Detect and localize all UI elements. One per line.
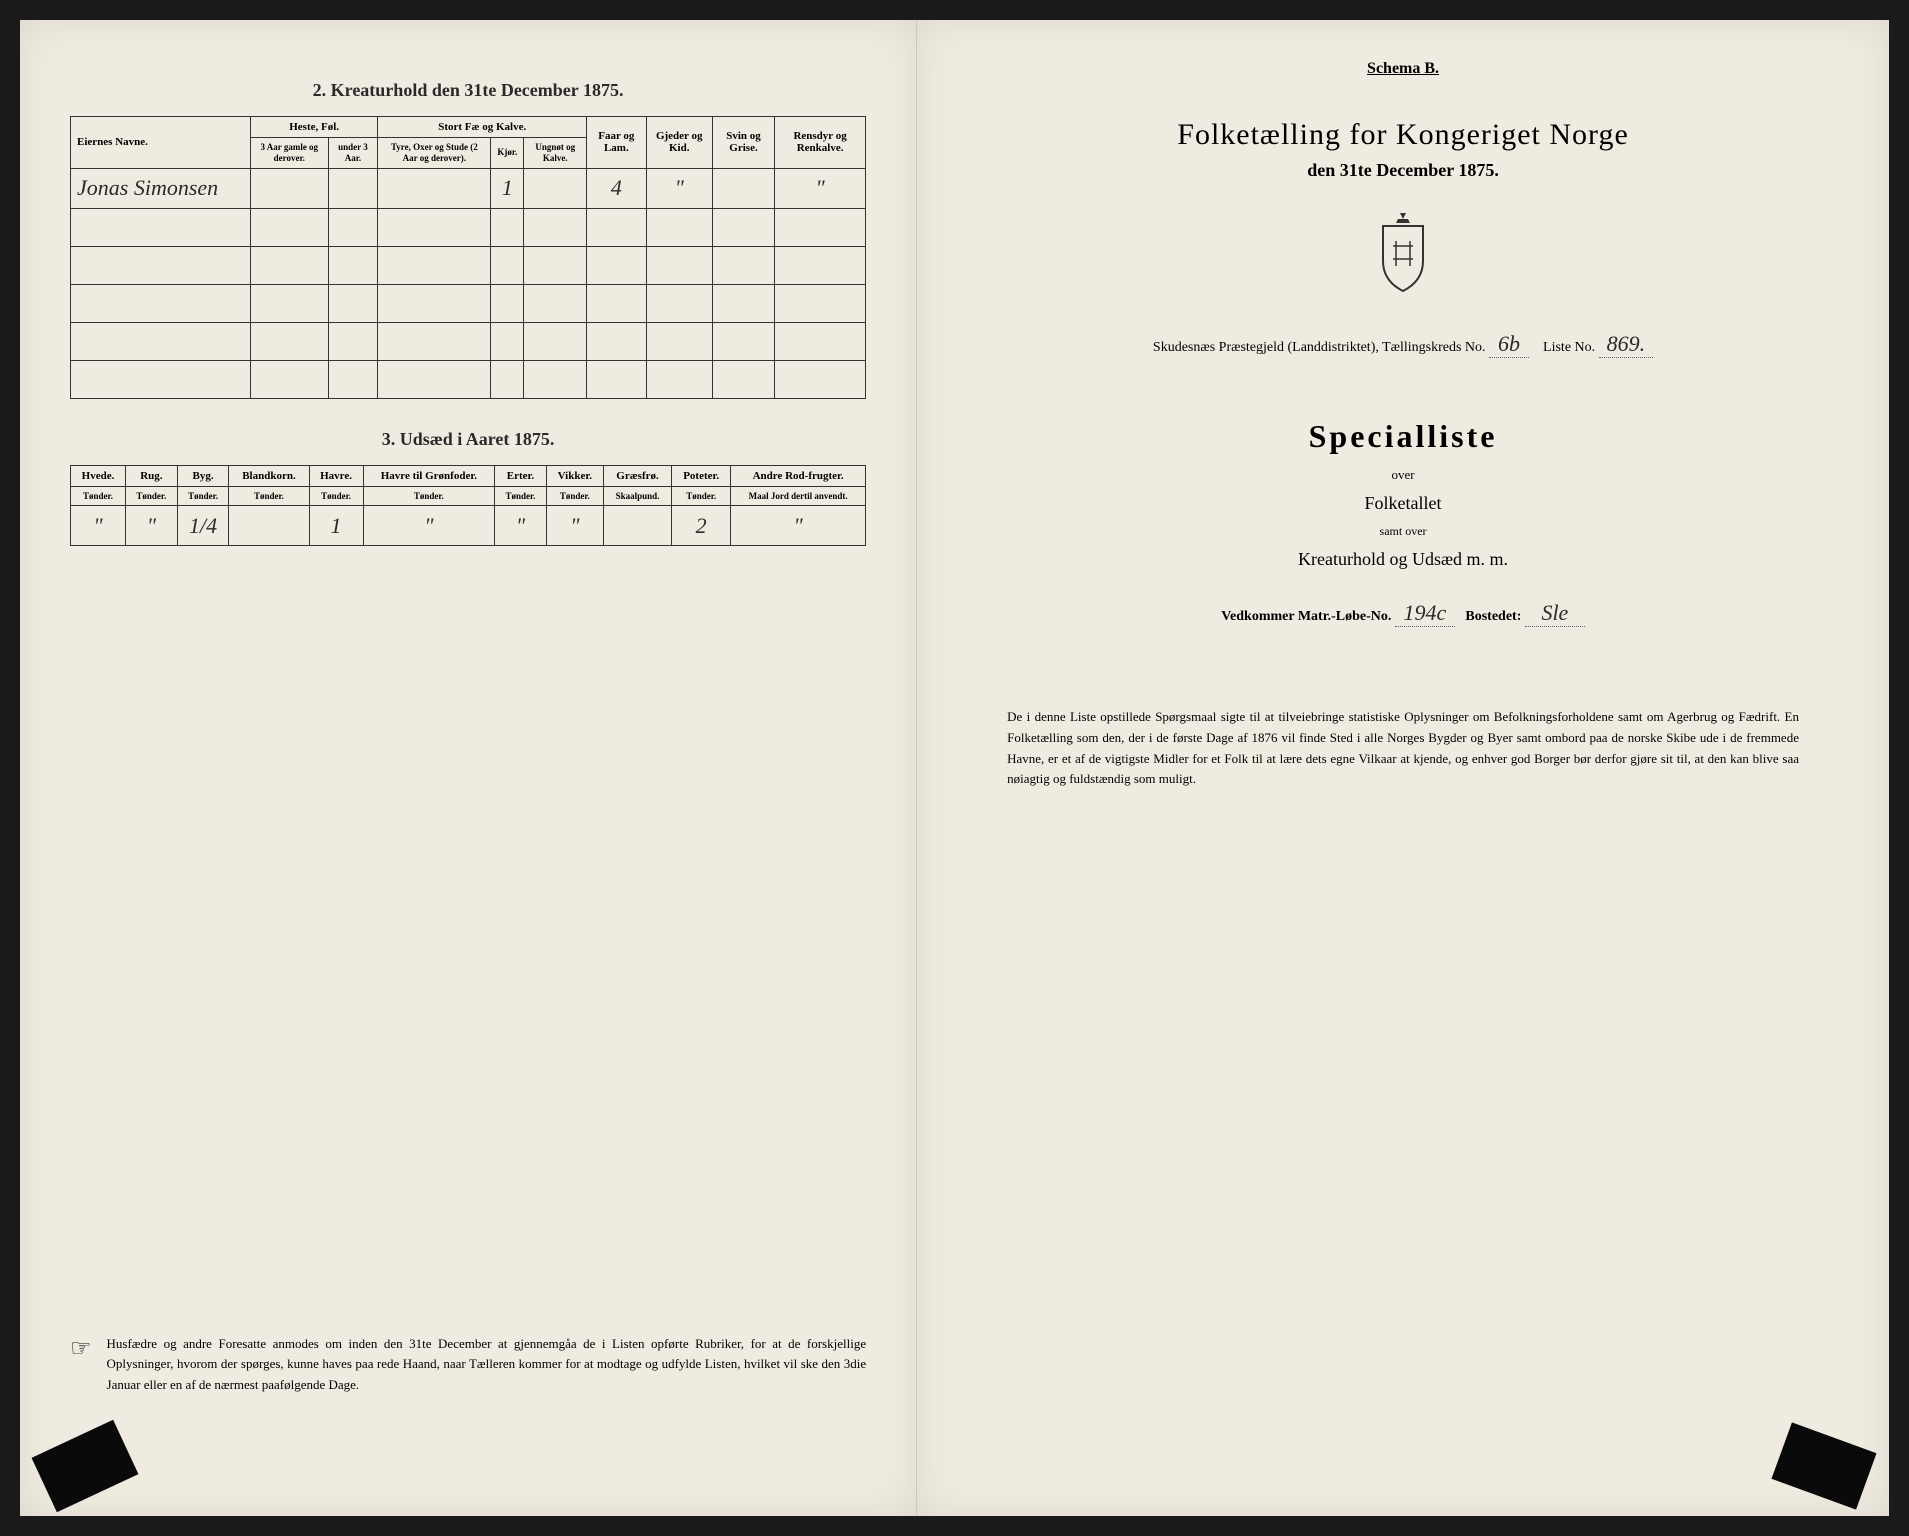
th-rensdyr: Rensdyr og Renkalve. <box>775 117 866 169</box>
special-title: Specialliste <box>967 418 1839 455</box>
cell-name: Jonas Simonsen <box>71 168 251 208</box>
bostedet: Sle <box>1525 600 1585 627</box>
left-page: 2. Kreaturhold den 31te December 1875. E… <box>20 20 917 1516</box>
pointing-hand-icon: ☞ <box>70 1334 92 1396</box>
book-spread: 2. Kreaturhold den 31te December 1875. E… <box>20 20 1889 1516</box>
unit: Tønder. <box>546 486 603 506</box>
cell-poteter: 2 <box>672 506 731 546</box>
district-line: Skudesnæs Præstegjeld (Landdistriktet), … <box>967 331 1839 358</box>
left-footer-text: Husfædre og andre Foresatte anmodes om i… <box>107 1334 867 1396</box>
th-graesfro: Græsfrø. <box>603 465 671 486</box>
unit: Tønder. <box>229 486 309 506</box>
th-stort: Stort Fæ og Kalve. <box>378 117 587 138</box>
th-svin: Svin og Grise. <box>712 117 774 169</box>
district-no: 6b <box>1489 331 1529 358</box>
th-byg: Byg. <box>177 465 229 486</box>
cell-erter: " <box>495 506 547 546</box>
th-rug: Rug. <box>126 465 178 486</box>
th-name: Eiernes Navne. <box>71 117 251 169</box>
right-page: Schema B. Folketælling for Kongeriget No… <box>917 20 1889 1516</box>
cell-byg: 1/4 <box>177 506 229 546</box>
th-heste-sub1: 3 Aar gamle og derover. <box>251 138 329 169</box>
district-label: Skudesnæs Præstegjeld (Landdistriktet), … <box>1153 340 1486 355</box>
unit: Tønder. <box>177 486 229 506</box>
section3-title: 3. Udsæd i Aaret 1875. <box>70 429 866 450</box>
cell-havre-gron: " <box>363 506 495 546</box>
th-havre: Havre. <box>309 465 363 486</box>
liste-no: 869. <box>1599 331 1654 358</box>
vedkommer-label: Vedkommer Matr.-Løbe-No. <box>1221 609 1391 624</box>
vedkommer-line: Vedkommer Matr.-Løbe-No. 194c Bostedet: … <box>967 600 1839 627</box>
th-gjeder: Gjeder og Kid. <box>646 117 712 169</box>
cell-hvede: " <box>71 506 126 546</box>
th-hvede: Hvede. <box>71 465 126 486</box>
th-heste: Heste, Føl. <box>251 117 378 138</box>
cell-havre: 1 <box>309 506 363 546</box>
table-row: Jonas Simonsen 1 4 " " <box>71 168 866 208</box>
th-stort-sub3: Ungnøt og Kalve. <box>524 138 587 169</box>
th-stort-sub2: Kjør. <box>491 138 524 169</box>
main-title: Folketælling for Kongeriget Norge <box>967 118 1839 152</box>
th-stort-sub1: Tyre, Oxer og Stude (2 Aar og derover). <box>378 138 491 169</box>
cell-rensdyr: " <box>775 168 866 208</box>
right-footer-text: De i denne Liste opstillede Spørgsmaal s… <box>967 707 1839 790</box>
coat-of-arms-icon <box>967 211 1839 301</box>
over-label: over <box>967 467 1839 483</box>
cell-kjor: 1 <box>491 168 524 208</box>
matr-no: 194c <box>1395 600 1455 627</box>
folketallet-label: Folketallet <box>967 493 1839 514</box>
cell-gjeder: " <box>646 168 712 208</box>
liste-label: Liste No. <box>1543 340 1595 355</box>
kreatur-label: Kreaturhold og Udsæd m. m. <box>967 549 1839 570</box>
table-row: " " 1/4 1 " " " 2 " <box>71 506 866 546</box>
th-heste-sub2: under 3 Aar. <box>328 138 378 169</box>
bostedet-label: Bostedet: <box>1465 609 1521 624</box>
left-footer: ☞ Husfædre og andre Foresatte anmodes om… <box>70 1334 866 1396</box>
unit: Tønder. <box>126 486 178 506</box>
unit-skaal: Skaalpund. <box>603 486 671 506</box>
samt-label: samt over <box>967 524 1839 539</box>
th-blandkorn: Blandkorn. <box>229 465 309 486</box>
th-havre-gron: Havre til Grønfoder. <box>363 465 495 486</box>
unit-maal: Maal Jord dertil anvendt. <box>731 486 866 506</box>
th-vikker: Vikker. <box>546 465 603 486</box>
udsaed-table: Hvede. Rug. Byg. Blandkorn. Havre. Havre… <box>70 465 866 547</box>
unit: Tønder. <box>71 486 126 506</box>
unit: Tønder. <box>363 486 495 506</box>
cell-vikker: " <box>546 506 603 546</box>
section2-title: 2. Kreaturhold den 31te December 1875. <box>70 80 866 101</box>
schema-label: Schema B. <box>967 60 1839 78</box>
th-andre: Andre Rod-frugter. <box>731 465 866 486</box>
cell-faar: 4 <box>587 168 646 208</box>
unit: Tønder. <box>495 486 547 506</box>
th-poteter: Poteter. <box>672 465 731 486</box>
cell-rug: " <box>126 506 178 546</box>
unit: Tønder. <box>672 486 731 506</box>
th-erter: Erter. <box>495 465 547 486</box>
sub-title: den 31te December 1875. <box>967 160 1839 181</box>
kreaturhold-table: Eiernes Navne. Heste, Føl. Stort Fæ og K… <box>70 116 866 399</box>
th-faar: Faar og Lam. <box>587 117 646 169</box>
cell-andre: " <box>731 506 866 546</box>
unit: Tønder. <box>309 486 363 506</box>
